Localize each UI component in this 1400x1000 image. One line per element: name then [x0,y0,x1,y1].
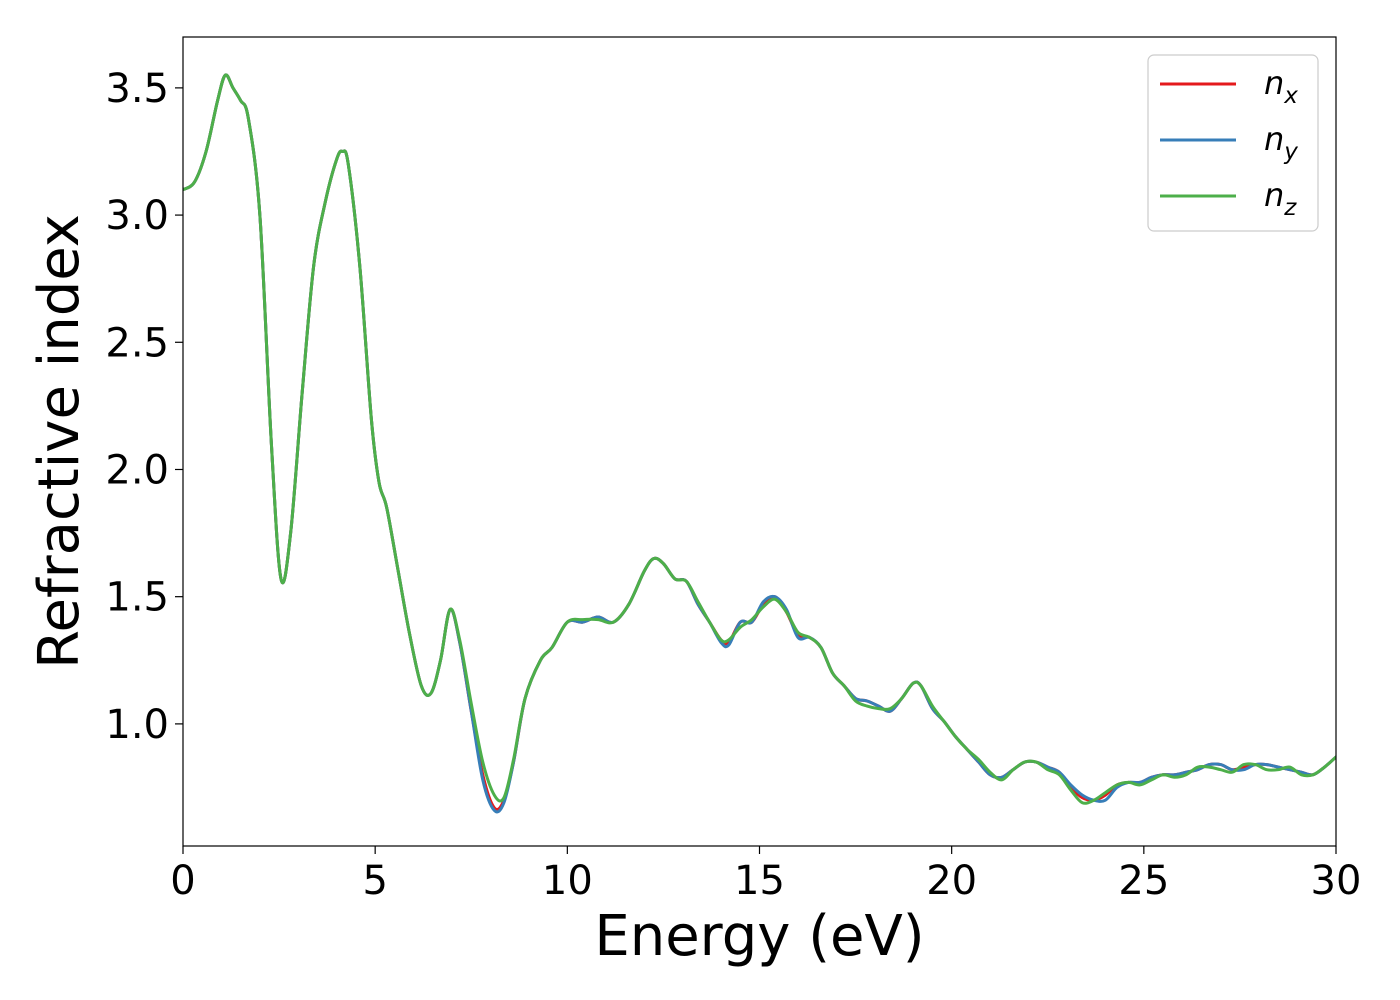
legend: nx ny nz [1147,54,1319,232]
x-tick-label: 15 [734,858,785,904]
y-tick-label: 3.0 [105,193,169,239]
y-axis-label: Refractive index [27,214,92,669]
x-axis-ticks: 0 5 10 15 20 25 30 [170,846,1361,904]
x-tick-label: 25 [1118,858,1169,904]
x-tick-label: 30 [1311,858,1362,904]
y-tick-label: 2.0 [105,447,169,493]
series-line-z [183,73,1336,805]
x-tick-label: 5 [362,858,387,904]
x-axis-label: Energy (eV) [594,904,924,969]
legend-label-z: nz [1264,176,1297,221]
y-tick-label: 2.5 [105,320,169,366]
legend-label-x: nx [1264,64,1298,109]
series-layer [183,73,1336,814]
y-tick-label: 1.0 [105,702,169,748]
x-tick-label: 20 [926,858,977,904]
y-axis-ticks: 1.0 1.5 2.0 2.5 3.0 3.5 [105,66,183,748]
y-tick-label: 1.5 [105,575,169,621]
y-tick-label: 3.5 [105,66,169,112]
legend-label-y: ny [1264,120,1298,165]
legend-box [1147,54,1319,232]
x-tick-label: 0 [170,858,195,904]
x-tick-label: 10 [542,858,593,904]
